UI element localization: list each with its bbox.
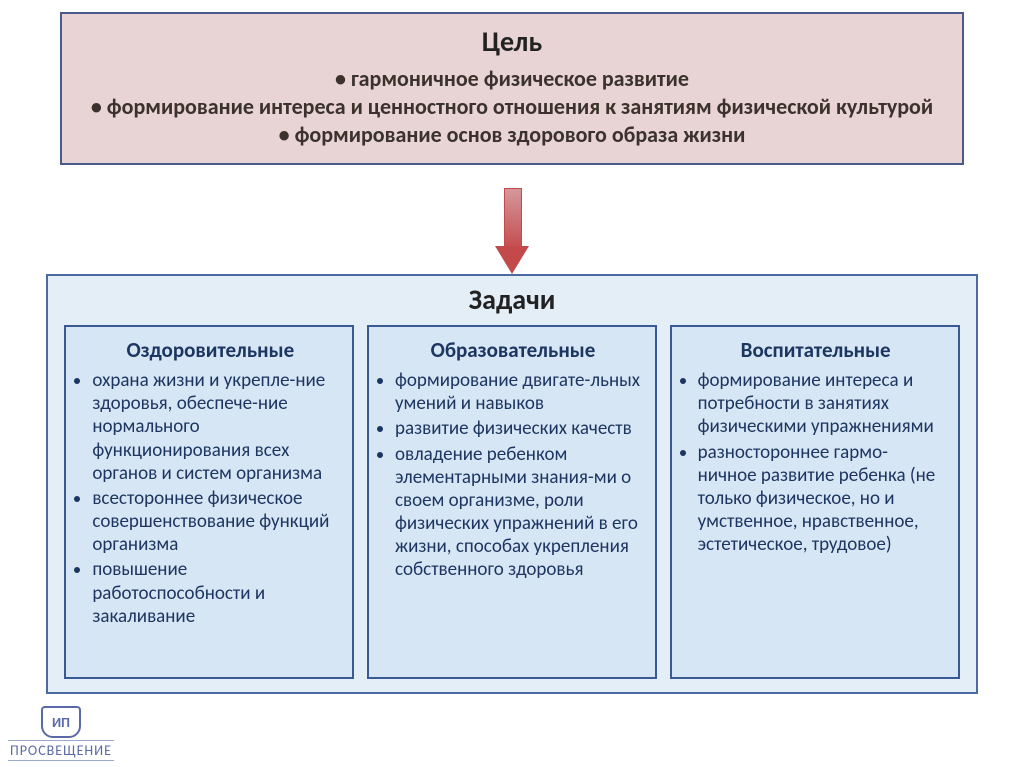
task-card: Оздоровительные охрана жизни и укрепле-ни… [64, 325, 354, 679]
task-card-item: охрана жизни и укрепле-ние здоровья, обе… [92, 369, 340, 485]
task-card: Воспитательные формирование интереса и по… [670, 325, 960, 679]
slide-stage: Цель • гармоничное физическое развитие• … [0, 0, 1024, 767]
task-card-item: разностороннее гармо-ничное развитие реб… [698, 441, 946, 557]
task-card-list: охрана жизни и укрепле-ние здоровья, обе… [80, 369, 340, 628]
task-card-list: формирование двигате-льных умений и навы… [383, 369, 643, 582]
logo-text: ПРОСВЕЩЕНИЕ [8, 740, 114, 761]
logo-mark-icon: ИП [41, 706, 81, 738]
arrow-head-icon [495, 246, 529, 274]
publisher-logo: ИП ПРОСВЕЩЕНИЕ [8, 706, 114, 761]
task-card-item: формирование интереса и потребности в за… [698, 369, 946, 439]
tasks-cards-row: Оздоровительные охрана жизни и укрепле-ни… [48, 325, 976, 679]
task-card-item: всестороннее физическое совершенствовани… [92, 487, 340, 557]
goal-bullet: • гармоничное физическое развитие [82, 65, 942, 93]
task-card-item: развитие физических качеств [395, 417, 643, 440]
task-card-item: повышение работоспособности и закаливани… [92, 558, 340, 628]
tasks-container: Задачи Оздоровительные охрана жизни и укр… [46, 274, 978, 694]
task-card-item: формирование двигате-льных умений и навы… [395, 369, 643, 415]
arrow-down [495, 188, 529, 278]
goal-title: Цель [82, 24, 942, 59]
task-card-title: Образовательные [383, 337, 643, 363]
goal-bullet: • формирование основ здорового образа жи… [82, 121, 942, 149]
task-card-item: овладение ребенком элементарными знания-… [395, 443, 643, 582]
goal-box: Цель • гармоничное физическое развитие• … [60, 12, 964, 165]
goal-bullet: • формирование интереса и ценностного от… [82, 93, 942, 121]
task-card-title: Воспитательные [686, 337, 946, 363]
goal-lines: • гармоничное физическое развитие• форми… [82, 65, 942, 149]
arrow-shaft [504, 188, 522, 252]
task-card-list: формирование интереса и потребности в за… [686, 369, 946, 556]
tasks-title: Задачи [48, 282, 976, 317]
task-card-title: Оздоровительные [80, 337, 340, 363]
task-card: Образовательные формирование двигате-льны… [367, 325, 657, 679]
